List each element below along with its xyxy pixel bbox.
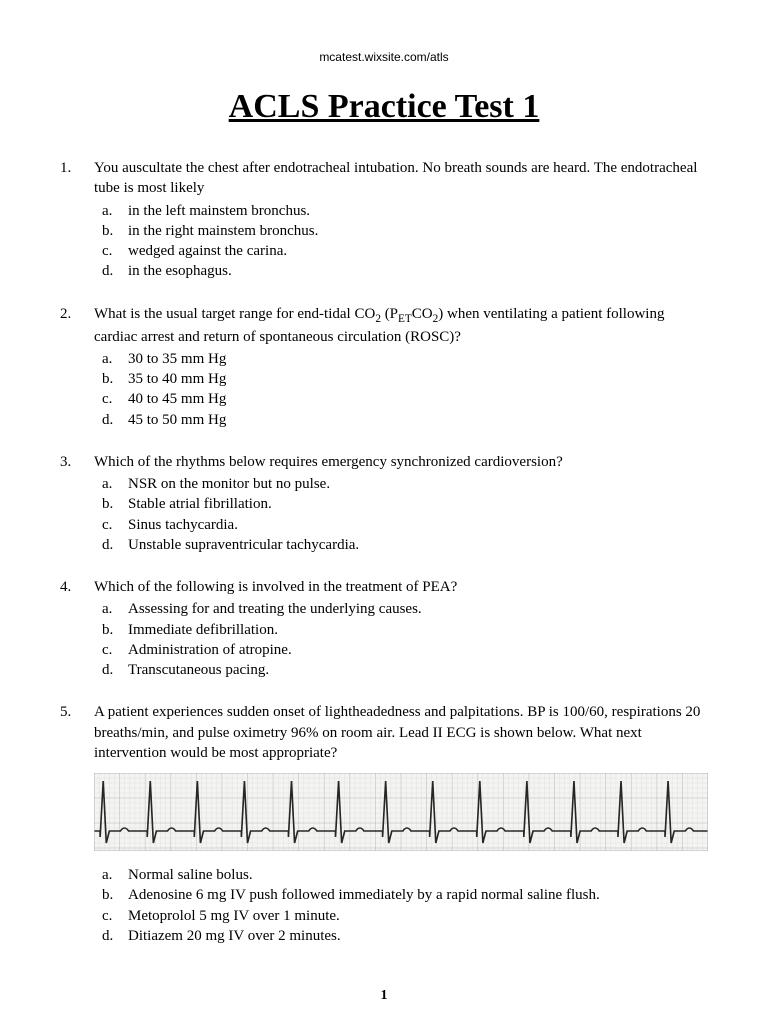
question-number: 5. — [60, 702, 94, 722]
header-url: mcatest.wixsite.com/atls — [60, 50, 708, 64]
option-label: d. — [94, 660, 128, 680]
option-text: in the right mainstem bronchus. — [128, 221, 708, 241]
answer-option: d.Unstable supraventricular tachycardia. — [94, 535, 708, 555]
answer-option: d.Ditiazem 20 mg IV over 2 minutes. — [94, 926, 708, 946]
page-title: ACLS Practice Test 1 — [60, 88, 708, 126]
question: 2.What is the usual target range for end… — [60, 304, 708, 430]
question: 1.You auscultate the chest after endotra… — [60, 158, 708, 282]
option-label: b. — [94, 494, 128, 514]
question: 4.Which of the following is involved in … — [60, 577, 708, 680]
option-text: in the left mainstem bronchus. — [128, 201, 708, 221]
question-text: What is the usual target range for end-t… — [94, 304, 708, 347]
option-label: a. — [94, 865, 128, 885]
option-text: Ditiazem 20 mg IV over 2 minutes. — [128, 926, 708, 946]
option-label: b. — [94, 885, 128, 905]
option-text: Administration of atropine. — [128, 640, 708, 660]
option-label: a. — [94, 349, 128, 369]
option-text: Metoprolol 5 mg IV over 1 minute. — [128, 906, 708, 926]
answer-option: c.Administration of atropine. — [94, 640, 708, 660]
option-text: Normal saline bolus. — [128, 865, 708, 885]
question-number: 4. — [60, 577, 94, 597]
answer-option: a.NSR on the monitor but no pulse. — [94, 474, 708, 494]
question: 3.Which of the rhythms below requires em… — [60, 452, 708, 555]
option-label: a. — [94, 201, 128, 221]
question-text: A patient experiences sudden onset of li… — [94, 702, 708, 763]
option-label: d. — [94, 261, 128, 281]
option-text: NSR on the monitor but no pulse. — [128, 474, 708, 494]
option-text: 45 to 50 mm Hg — [128, 410, 708, 430]
answer-option: b.Immediate defibrillation. — [94, 620, 708, 640]
option-text: in the esophagus. — [128, 261, 708, 281]
option-label: b. — [94, 369, 128, 389]
option-text: Adenosine 6 mg IV push followed immediat… — [128, 885, 708, 905]
option-text: Immediate defibrillation. — [128, 620, 708, 640]
option-text: wedged against the carina. — [128, 241, 708, 261]
answer-option: a.Normal saline bolus. — [94, 865, 708, 885]
option-text: Sinus tachycardia. — [128, 515, 708, 535]
option-label: b. — [94, 221, 128, 241]
answer-option: a.in the left mainstem bronchus. — [94, 201, 708, 221]
option-text: 30 to 35 mm Hg — [128, 349, 708, 369]
option-label: c. — [94, 906, 128, 926]
answer-option: c.40 to 45 mm Hg — [94, 389, 708, 409]
question-number: 1. — [60, 158, 94, 178]
option-label: a. — [94, 599, 128, 619]
answer-option: c.wedged against the carina. — [94, 241, 708, 261]
option-text: Unstable supraventricular tachycardia. — [128, 535, 708, 555]
option-label: c. — [94, 640, 128, 660]
answer-option: a.Assessing for and treating the underly… — [94, 599, 708, 619]
option-label: a. — [94, 474, 128, 494]
questions-list: 1.You auscultate the chest after endotra… — [60, 158, 708, 946]
page-number: 1 — [0, 988, 768, 1004]
answer-option: b.35 to 40 mm Hg — [94, 369, 708, 389]
question-number: 3. — [60, 452, 94, 472]
answer-option: b.Adenosine 6 mg IV push followed immedi… — [94, 885, 708, 905]
answer-option: d.in the esophagus. — [94, 261, 708, 281]
question-number: 2. — [60, 304, 94, 324]
option-label: c. — [94, 389, 128, 409]
answer-option: d.45 to 50 mm Hg — [94, 410, 708, 430]
option-label: c. — [94, 515, 128, 535]
answer-option: b.Stable atrial fibrillation. — [94, 494, 708, 514]
option-text: 35 to 40 mm Hg — [128, 369, 708, 389]
answer-option: b.in the right mainstem bronchus. — [94, 221, 708, 241]
question: 5.A patient experiences sudden onset of … — [60, 702, 708, 946]
option-text: Stable atrial fibrillation. — [128, 494, 708, 514]
option-label: d. — [94, 535, 128, 555]
option-label: b. — [94, 620, 128, 640]
option-text: Transcutaneous pacing. — [128, 660, 708, 680]
question-text: You auscultate the chest after endotrach… — [94, 158, 708, 199]
answer-option: c.Metoprolol 5 mg IV over 1 minute. — [94, 906, 708, 926]
answer-option: d.Transcutaneous pacing. — [94, 660, 708, 680]
question-text: Which of the rhythms below requires emer… — [94, 452, 708, 472]
option-label: d. — [94, 926, 128, 946]
option-text: Assessing for and treating the underlyin… — [128, 599, 708, 619]
option-label: c. — [94, 241, 128, 261]
ecg-strip — [94, 773, 708, 851]
answer-option: a.30 to 35 mm Hg — [94, 349, 708, 369]
option-label: d. — [94, 410, 128, 430]
question-text: Which of the following is involved in th… — [94, 577, 708, 597]
option-text: 40 to 45 mm Hg — [128, 389, 708, 409]
answer-option: c.Sinus tachycardia. — [94, 515, 708, 535]
